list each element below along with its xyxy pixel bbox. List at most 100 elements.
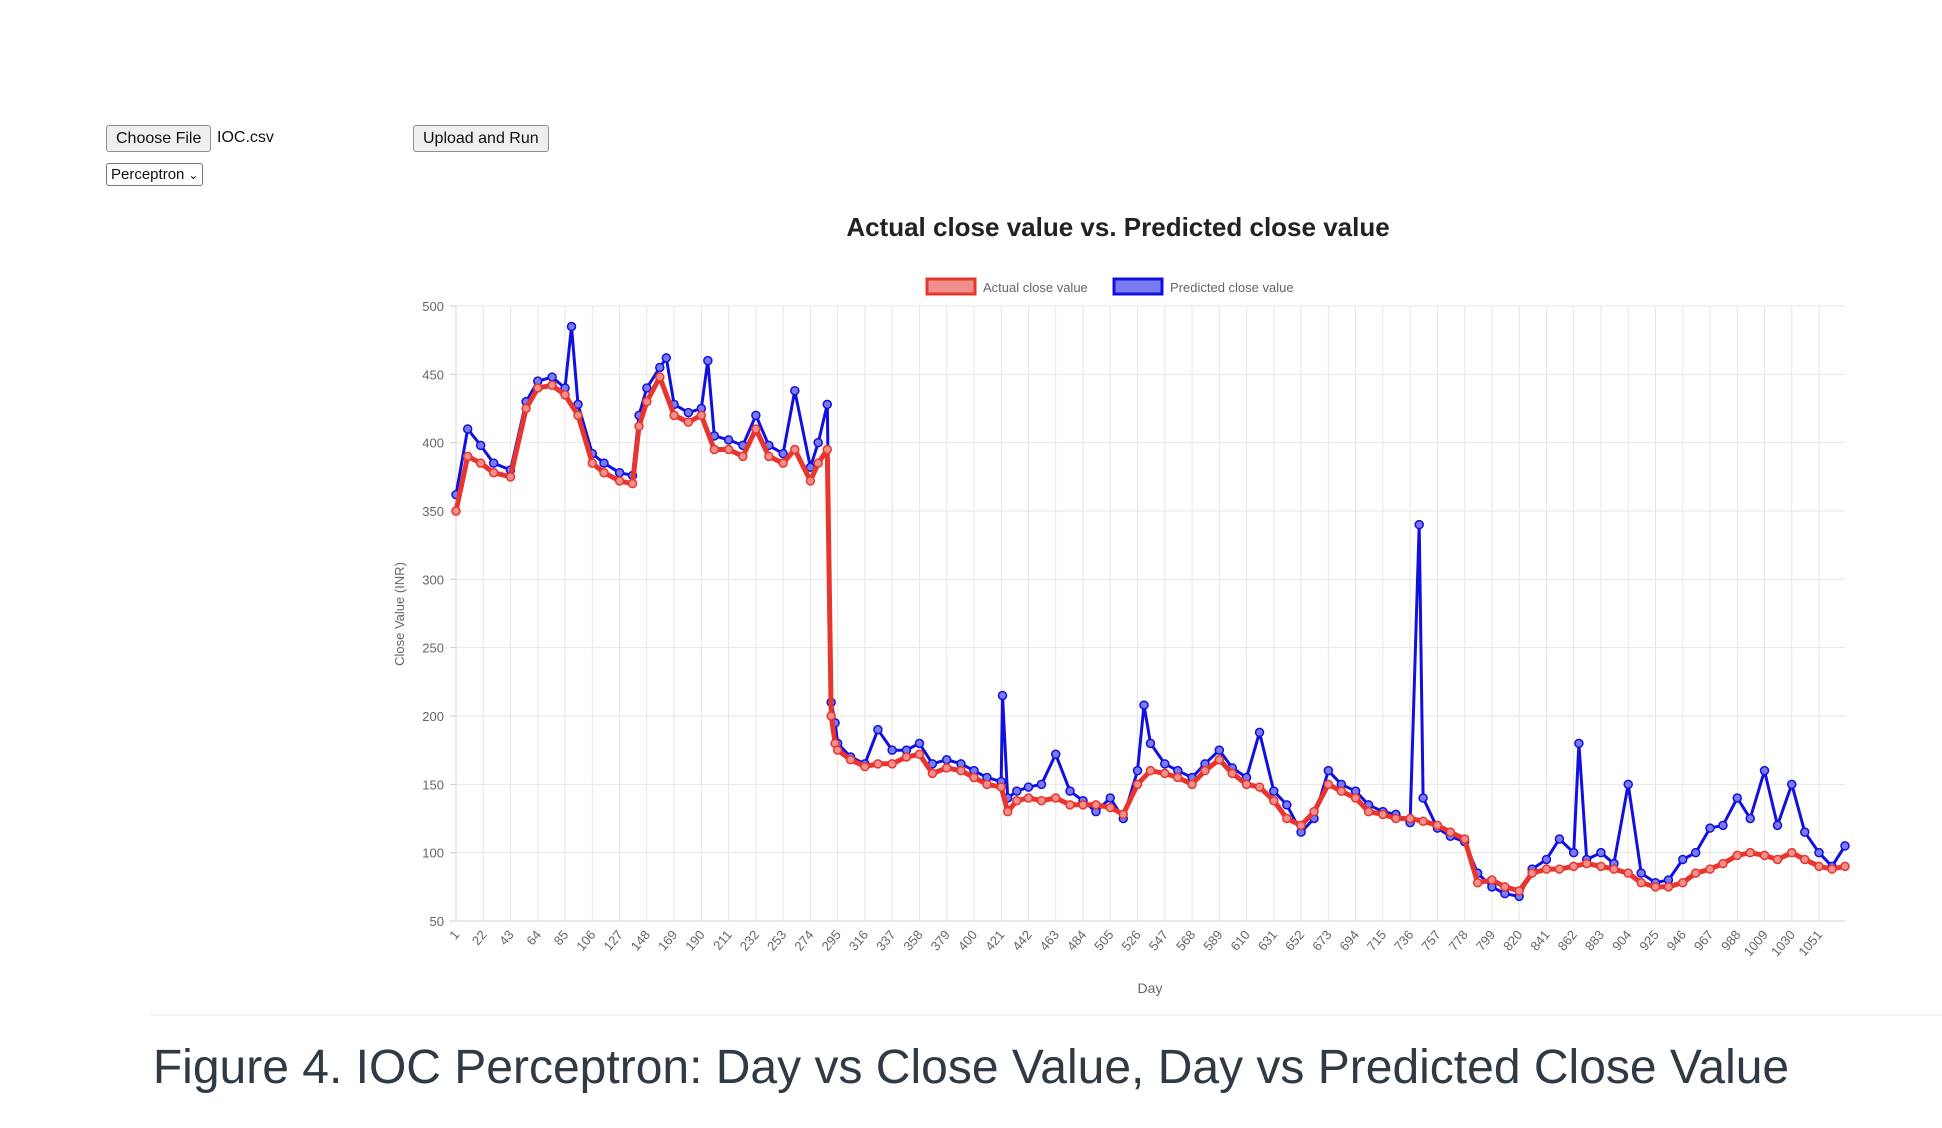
data-point-predicted — [1323, 765, 1334, 776]
series-line-predicted — [454, 325, 1847, 898]
data-point-actual — [1336, 786, 1347, 796]
data-point-actual — [1568, 861, 1579, 872]
x-tick-label: 652 — [1282, 927, 1307, 953]
data-point-predicted — [751, 410, 761, 421]
model-select-value: Perceptron — [111, 166, 185, 183]
data-point-actual — [751, 424, 761, 434]
data-point-actual — [1787, 847, 1797, 858]
data-point-actual — [1012, 795, 1022, 806]
data-point-actual — [1663, 882, 1674, 892]
data-point-actual — [1514, 886, 1524, 896]
data-point-actual — [451, 506, 461, 516]
x-tick-label: 421 — [982, 927, 1007, 953]
x-tick-label: 1009 — [1741, 927, 1771, 959]
x-tick-label: 148 — [628, 927, 653, 953]
choose-file-button[interactable]: Choose File — [106, 125, 212, 152]
data-point-actual — [1472, 877, 1483, 888]
data-point-actual — [1623, 868, 1633, 878]
data-point-predicted — [873, 724, 883, 735]
chart-title: Actual close value vs. Predicted close v… — [846, 212, 1389, 242]
data-point-predicted — [1418, 793, 1428, 803]
data-point-actual — [1500, 882, 1510, 892]
data-point-predicted — [475, 440, 486, 451]
data-point-predicted — [1772, 820, 1783, 831]
data-point-actual — [873, 759, 883, 769]
data-point-actual — [723, 444, 734, 455]
x-tick-label: 400 — [955, 927, 980, 953]
data-point-actual — [1459, 834, 1470, 844]
data-point-predicted — [547, 372, 557, 382]
x-tick-label: 232 — [737, 927, 762, 953]
data-point-predicted — [1214, 745, 1225, 755]
data-point-actual — [1581, 858, 1592, 869]
x-tick-label: 463 — [1037, 927, 1062, 953]
x-tick-label: 442 — [1009, 927, 1034, 953]
y-tick-label: 250 — [422, 641, 444, 656]
x-tick-label: 673 — [1309, 927, 1334, 953]
data-point-actual — [1050, 793, 1061, 803]
series-predicted — [451, 321, 1850, 902]
data-point-predicted — [661, 353, 672, 363]
data-point-actual — [1227, 768, 1238, 779]
data-point-actual — [627, 478, 638, 489]
data-point-predicted — [566, 321, 577, 332]
x-tick-label: 820 — [1500, 927, 1525, 953]
data-point-actual — [1745, 847, 1755, 858]
data-point-actual — [764, 451, 774, 462]
data-point-actual — [1840, 861, 1850, 872]
data-point-predicted — [1105, 793, 1116, 803]
data-point-actual — [813, 458, 823, 468]
data-point-predicted — [1269, 786, 1279, 796]
data-point-predicted — [1414, 519, 1424, 530]
x-tick-label: 316 — [846, 927, 871, 953]
data-point-actual — [860, 761, 870, 772]
data-point-actual — [505, 472, 516, 482]
x-tick-label: 85 — [551, 927, 572, 948]
x-tick-label: 43 — [496, 927, 517, 948]
data-point-predicted — [1718, 820, 1728, 831]
data-point-actual — [996, 782, 1006, 792]
chart-grid — [455, 305, 1845, 922]
data-point-actual — [1173, 772, 1183, 783]
upload-and-run-button[interactable]: Upload and Run — [413, 125, 549, 152]
data-point-actual — [826, 711, 836, 721]
data-point-predicted — [599, 458, 609, 468]
data-point-actual — [1609, 864, 1619, 874]
model-select[interactable]: Perceptron ⌄ — [106, 163, 204, 186]
x-tick-label: 1 — [446, 927, 462, 942]
data-point-predicted — [1677, 854, 1688, 865]
data-point-actual — [1036, 795, 1047, 806]
data-point-actual — [587, 458, 598, 468]
data-point-actual — [887, 759, 897, 769]
data-point-predicted — [1705, 823, 1715, 833]
data-point-actual — [1705, 864, 1715, 874]
data-point-predicted — [1574, 738, 1584, 749]
data-point-actual — [573, 410, 583, 421]
data-point-actual — [669, 410, 679, 421]
data-point-predicted — [723, 435, 734, 445]
data-point-actual — [1350, 793, 1361, 803]
data-point-predicted — [778, 448, 788, 459]
data-point-predicted — [1050, 749, 1061, 760]
y-tick-label: 500 — [422, 299, 444, 314]
data-point-predicted — [941, 754, 952, 765]
data-point-actual — [1241, 779, 1252, 790]
data-point-actual — [521, 403, 531, 414]
y-axis-label: Close Value (INR) — [392, 562, 407, 666]
data-point-predicted — [1254, 727, 1265, 738]
data-point-predicted — [1636, 868, 1646, 878]
chevron-down-icon: ⌄ — [188, 167, 199, 182]
data-point-actual — [1636, 877, 1646, 888]
data-point-actual — [1487, 875, 1497, 885]
data-point-predicted — [614, 467, 625, 478]
data-point-actual — [1002, 806, 1013, 817]
chart-legend: Actual close value Predicted close value — [925, 277, 1294, 296]
data-point-actual — [805, 476, 816, 486]
x-tick-label: 211 — [710, 927, 735, 953]
data-point-actual — [1650, 882, 1661, 892]
x-tick-label: 568 — [1173, 927, 1198, 953]
data-point-actual — [901, 752, 912, 762]
data-point-predicted — [1568, 847, 1579, 858]
data-point-predicted — [1282, 800, 1292, 810]
data-point-actual — [1254, 782, 1265, 792]
